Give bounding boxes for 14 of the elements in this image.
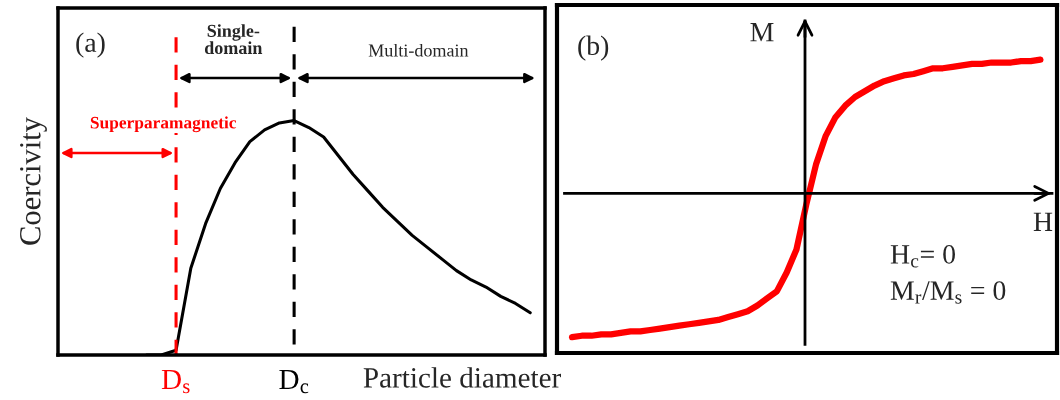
x-axis-title: Particle diameter — [363, 367, 561, 388]
annotation: (b) — [578, 35, 609, 61]
y-axis-title: Coercivity — [20, 117, 47, 245]
y-axis-title: M — [890, 281, 914, 300]
x-tick-label: D$_{s}$ — [161, 369, 190, 394]
text: Single- domain — [204, 24, 263, 55]
text: M — [750, 23, 774, 42]
x-tick-label: D$_{c}$ — [279, 369, 309, 394]
x-axis-title: H — [1033, 212, 1053, 231]
annotation: Superparamagnetic — [90, 116, 237, 133]
text: $_{r}$/M$_{s}$ = 0 — [915, 281, 1006, 304]
text: Multi-domain — [368, 43, 469, 57]
text: (a) — [76, 32, 105, 58]
annotation: H$_{c}$= 0 — [890, 245, 955, 268]
